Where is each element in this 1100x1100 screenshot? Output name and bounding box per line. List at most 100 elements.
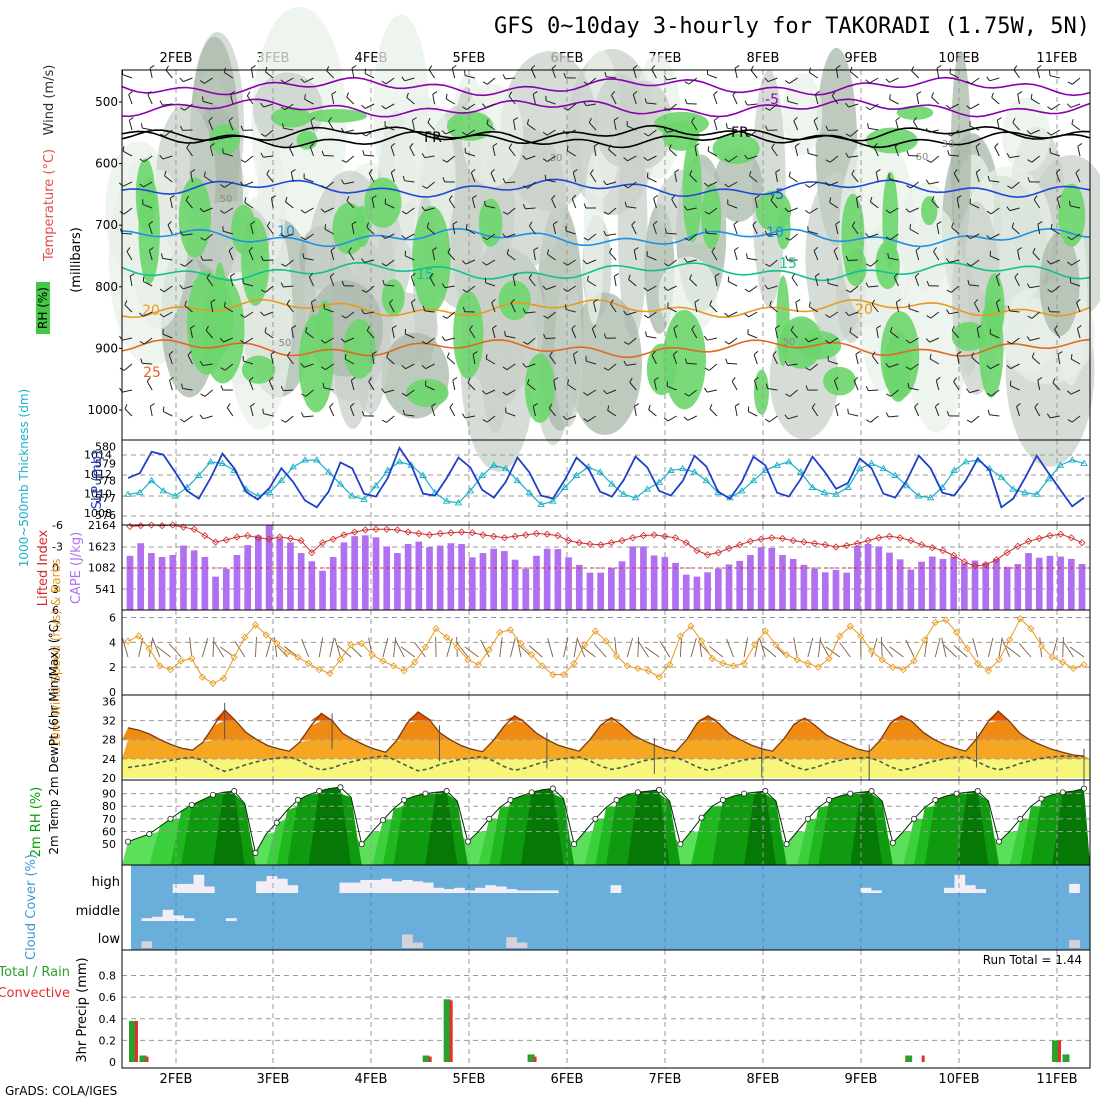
wind-barb-flag	[406, 92, 409, 98]
wind-barb	[747, 103, 758, 106]
wind-barb	[674, 172, 678, 183]
wind-barb-flag	[623, 341, 629, 345]
rh-point	[613, 796, 620, 803]
wind-barb	[466, 228, 476, 235]
wind-barb	[969, 125, 980, 131]
wind-barb-flag	[896, 299, 901, 303]
wind-barb-flag	[392, 325, 397, 329]
wind-barb-flag	[522, 308, 526, 314]
cloud-bar-high	[495, 886, 507, 893]
wind-barb	[366, 285, 375, 293]
surface-wind-barb	[793, 637, 798, 658]
contour-label: 60	[916, 152, 929, 163]
wind-barb-flag	[169, 376, 174, 381]
wind-barb-flag	[481, 103, 487, 108]
cape-bar	[704, 572, 711, 610]
rh-point	[379, 817, 386, 824]
wind-tick-label: 0	[109, 686, 116, 699]
wind-barb	[446, 155, 456, 163]
surface-wind-barb	[265, 638, 272, 658]
wind-barb-flag	[583, 203, 587, 209]
wind-barb	[809, 306, 819, 313]
wind-barb	[552, 224, 557, 235]
date-label-bottom: 11FEB	[1036, 1072, 1077, 1087]
wind-barb	[466, 103, 476, 110]
cape-bar	[832, 569, 840, 610]
surface-wind-barb	[972, 637, 979, 658]
thickness-point	[336, 480, 345, 487]
wind-barb-flag	[603, 230, 607, 236]
temperature-axis-label: Temperature (°C)	[42, 149, 57, 262]
cape-bar	[682, 574, 690, 610]
wind-barb	[1051, 103, 1061, 110]
wind-barb	[364, 73, 375, 79]
wind-barb	[948, 154, 960, 157]
wind-barb-flag	[442, 177, 446, 183]
wind-barb	[809, 72, 819, 79]
wind-barb	[774, 328, 778, 339]
wind-barb-flag	[147, 90, 152, 96]
wind-barb-flag	[754, 376, 759, 381]
wind-barb	[788, 207, 798, 213]
wind-barb	[167, 224, 173, 235]
wind-barb	[510, 302, 516, 313]
wind-barb	[244, 155, 254, 163]
rh-point	[571, 841, 578, 848]
wind-barb-flag	[368, 169, 373, 174]
wind-barb-flag	[890, 327, 893, 333]
wind-barb-flag	[280, 385, 284, 391]
temp-contour	[121, 338, 1091, 359]
lifted-point	[650, 531, 658, 539]
wind-barb	[969, 284, 980, 287]
wind-barb-flag	[946, 132, 952, 137]
wind-barb-flag	[632, 90, 638, 95]
wind-barb	[425, 385, 435, 391]
wind-barb	[813, 250, 819, 261]
cape-bar	[640, 546, 647, 610]
thickness-point	[867, 459, 876, 466]
wind-barb-flag	[851, 169, 855, 175]
wind-barb-flag	[946, 289, 952, 293]
wind-barb-flag	[361, 132, 367, 137]
wind-barb-flag	[604, 71, 607, 77]
wind-barb-flag	[1077, 324, 1082, 329]
wind-barb-flag	[1031, 352, 1035, 358]
wind-barb-flag	[845, 255, 849, 261]
cloud-bar-high	[975, 889, 987, 893]
wind-barb-flag	[1068, 200, 1071, 206]
wind-barb	[567, 285, 577, 292]
lifted-point	[832, 543, 840, 551]
wind-barb-flag	[159, 288, 165, 293]
wind-barb-flag	[871, 351, 876, 357]
wind-barb	[990, 207, 1000, 215]
wind-barb	[929, 337, 940, 343]
wind-barb	[122, 337, 133, 341]
cape-tick-label: 1623	[88, 540, 116, 553]
wind-barb-flag	[150, 403, 155, 407]
wind-barb-flag	[731, 377, 736, 382]
wind-barb	[910, 363, 919, 371]
wind-barb	[390, 172, 395, 183]
wind-barb	[646, 255, 657, 261]
thickness-tick-label: 578	[95, 475, 116, 488]
wind-barb-flag	[845, 133, 851, 137]
wind-barb-flag	[785, 255, 789, 261]
wind-barb-flag	[463, 70, 466, 76]
cloud-bar-high	[381, 878, 392, 893]
wind-barb	[647, 177, 657, 183]
wind-barb-flag	[633, 64, 638, 69]
wind-barb	[571, 198, 577, 209]
wind-barb	[728, 181, 738, 188]
wind-barb-flag	[285, 196, 288, 202]
wind-barb	[122, 389, 133, 393]
wind-barb-flag	[865, 419, 871, 423]
wind-barb-flag	[885, 209, 891, 214]
lifted-point	[404, 528, 412, 536]
wind-barb-flag	[663, 75, 668, 81]
wind-barb-flag	[1026, 336, 1031, 341]
wind-barb	[486, 233, 496, 241]
wind-barb	[452, 224, 456, 235]
wind-barb-flag	[230, 273, 235, 277]
wind-barb-flag	[361, 309, 365, 315]
wind-barb-flag	[683, 257, 688, 263]
